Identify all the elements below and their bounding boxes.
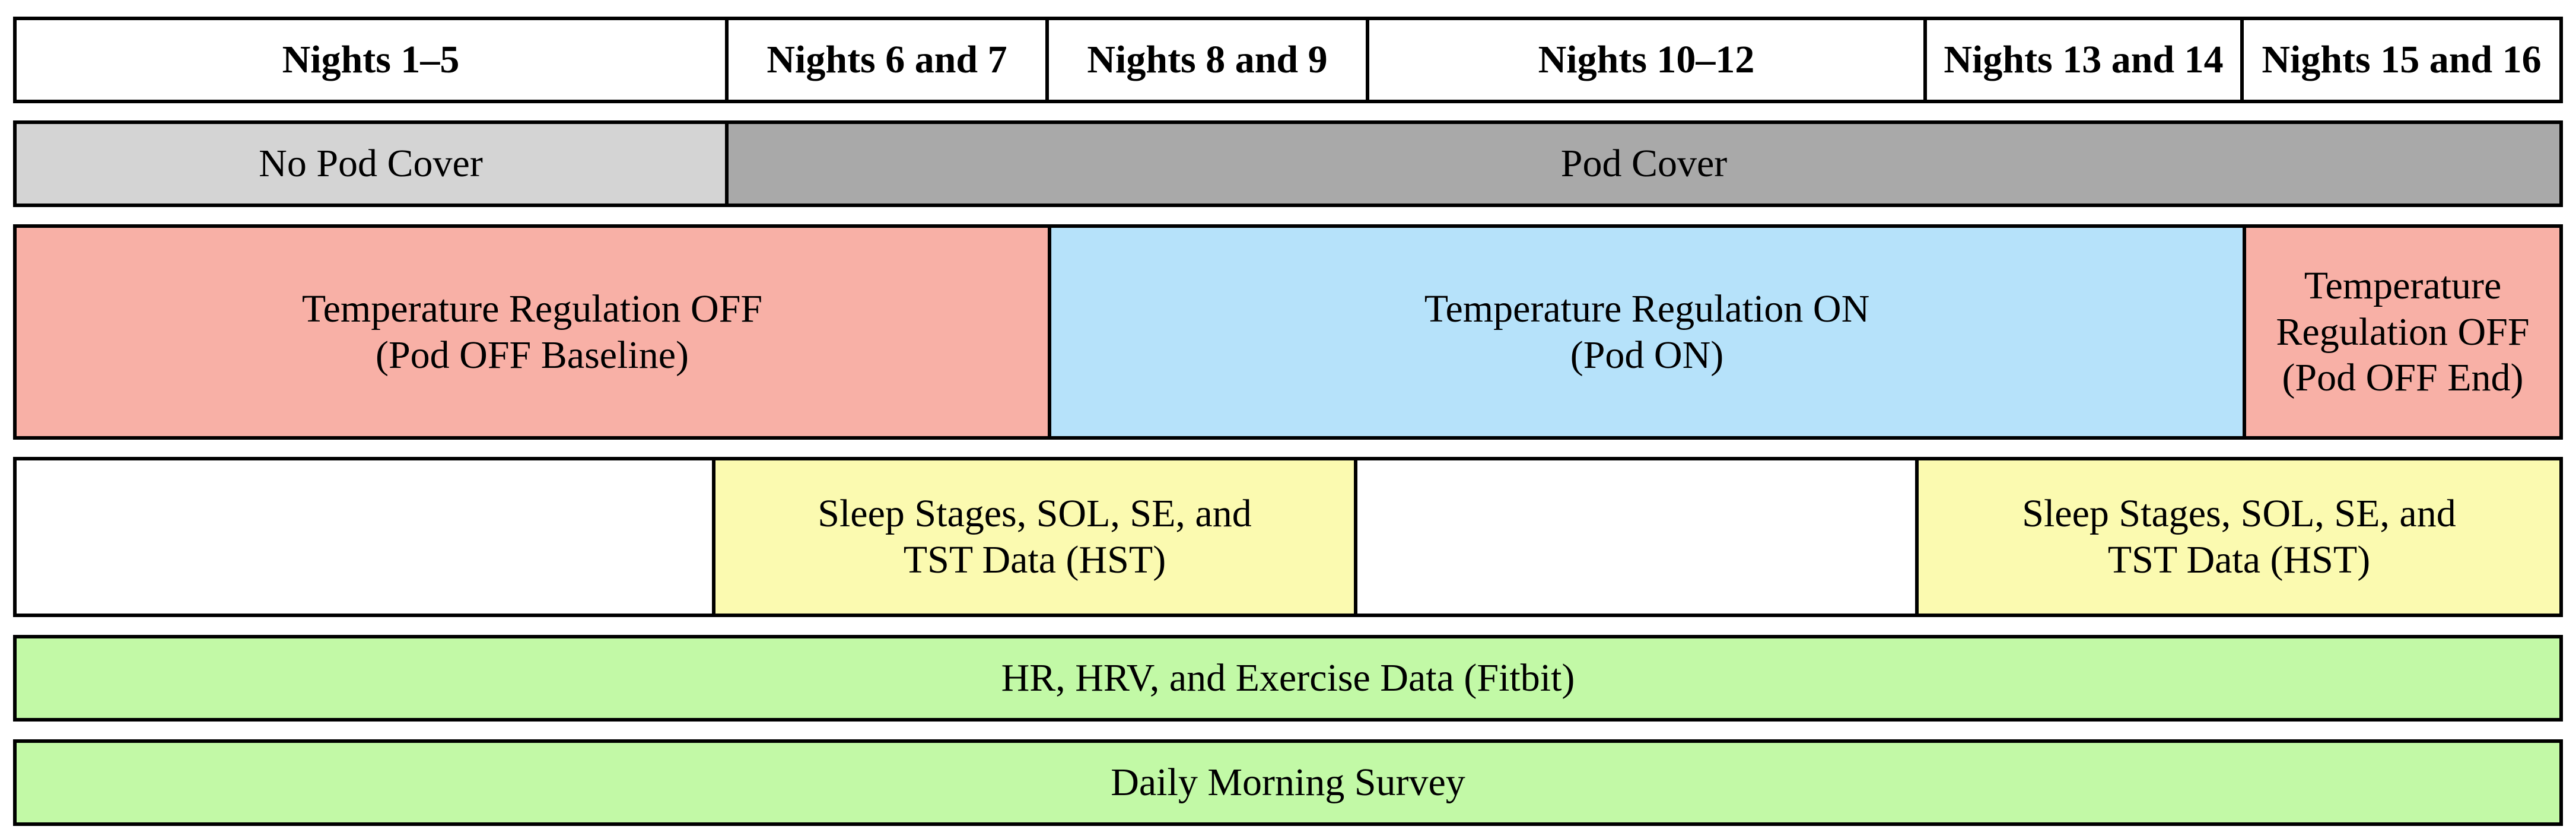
header-nights-10-12: Nights 10–12: [1366, 17, 1927, 103]
fitbit-row: HR, HRV, and Exercise Data (Fitbit): [0, 635, 2576, 722]
daily-survey-block: Daily Morning Survey: [13, 739, 2563, 826]
pod-off-end-block: Temperature Regulation OFF (Pod OFF End): [2243, 224, 2563, 440]
header-nights-8-9: Nights 8 and 9: [1045, 17, 1369, 103]
survey-row: Daily Morning Survey: [0, 739, 2576, 826]
header-nights-13-14: Nights 13 and 14: [1923, 17, 2244, 103]
pod-on-block: Temperature Regulation ON (Pod ON): [1048, 224, 2246, 440]
hst-empty-block-2: [1354, 457, 1919, 617]
header-nights-1-5: Nights 1–5: [13, 17, 729, 103]
header-nights-15-16: Nights 15 and 16: [2240, 17, 2563, 103]
temperature-row: Temperature Regulation OFF (Pod OFF Base…: [0, 224, 2576, 440]
pod-off-baseline-block: Temperature Regulation OFF (Pod OFF Base…: [13, 224, 1051, 440]
no-pod-cover-block: No Pod Cover: [13, 120, 729, 207]
cover-row: No Pod Cover Pod Cover: [0, 120, 2576, 207]
fitbit-data-block: HR, HRV, and Exercise Data (Fitbit): [13, 635, 2563, 722]
header-nights-6-7: Nights 6 and 7: [725, 17, 1049, 103]
hst-data-block-2: Sleep Stages, SOL, SE, and TST Data (HST…: [1915, 457, 2563, 617]
nights-header-row: Nights 1–5 Nights 6 and 7 Nights 8 and 9…: [0, 17, 2576, 103]
hst-row: Sleep Stages, SOL, SE, and TST Data (HST…: [0, 457, 2576, 617]
pod-cover-block: Pod Cover: [725, 120, 2563, 207]
hst-empty-block-1: [13, 457, 715, 617]
hst-data-block-1: Sleep Stages, SOL, SE, and TST Data (HST…: [712, 457, 1357, 617]
